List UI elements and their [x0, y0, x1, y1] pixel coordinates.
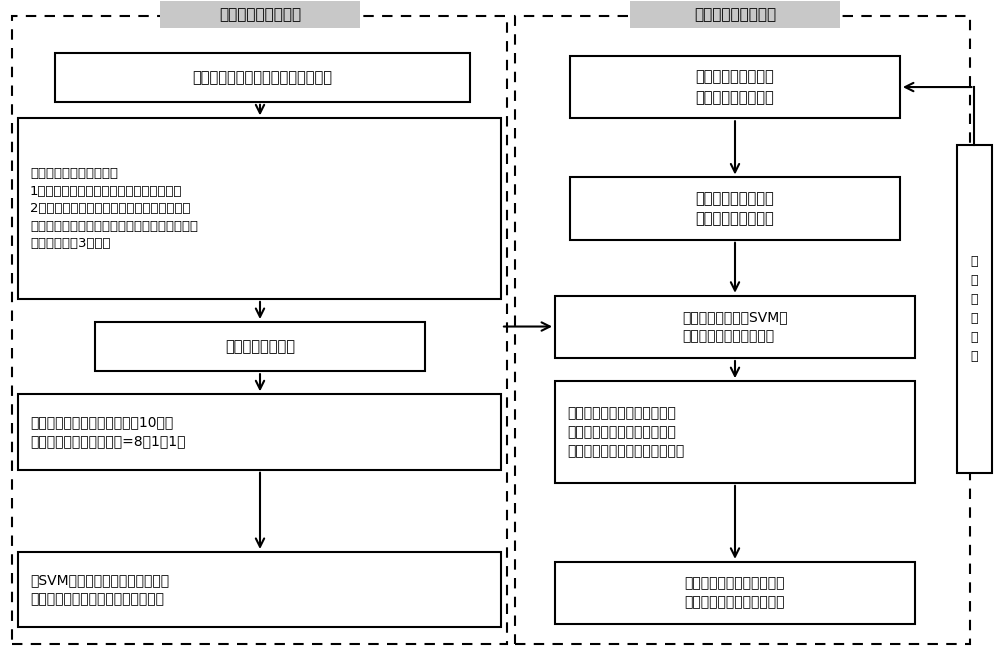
Bar: [555, 296, 915, 358]
Text: 病斑在线探测及定位: 病斑在线探测及定位: [694, 7, 776, 22]
Text: 提取滑动窗口中切割
图像的颜色纹理特征: 提取滑动窗口中切割 图像的颜色纹理特征: [696, 191, 774, 226]
Bar: [18, 394, 501, 470]
Bar: [55, 53, 470, 102]
Bar: [957, 145, 992, 473]
Bar: [555, 562, 915, 624]
Bar: [555, 381, 915, 483]
Text: 滑动窗口遍历完成，输出所
有用红色框标注探测结果。: 滑动窗口遍历完成，输出所 有用红色框标注探测结果。: [685, 576, 785, 610]
Bar: [570, 177, 900, 240]
Text: 对采集的植物病叶图
像进行滑动窗口遍历: 对采集的植物病叶图 像进行滑动窗口遍历: [696, 70, 774, 104]
Text: 滑
动
窗
口
移
动: 滑 动 窗 口 移 动: [971, 255, 978, 363]
Text: 基于滑动窗口数据增强：
1、滑动窗口大小、步长设置及图像切割；
2、训练样本数据处理：通过对割图像样本分
析，将复杂背景分为两大部分：健康叶和地面，
加上病斑共: 基于滑动窗口数据增强： 1、滑动窗口大小、步长设置及图像切割； 2、训练样本数据…: [30, 167, 198, 250]
Bar: [18, 552, 501, 627]
Text: 数据增强及模型训练: 数据增强及模型训练: [219, 7, 301, 22]
Text: 实验设置：将每一类平均分为10份，
训练集：验证集：测试集=8：1：1。: 实验设置：将每一类平均分为10份， 训练集：验证集：测试集=8：1：1。: [30, 415, 186, 449]
Bar: [515, 16, 970, 644]
Text: 对复杂背景下作物叶部病害图像采集: 对复杂背景下作物叶部病害图像采集: [192, 70, 332, 85]
Text: 对SVM径向基核函数分类器进行训
练，选取最优参数并保存训练模型。: 对SVM径向基核函数分类器进行训 练，选取最优参数并保存训练模型。: [30, 573, 169, 606]
Bar: [18, 118, 501, 299]
Text: 测试图像特征输入SVM训
练模型进行识别、标注。: 测试图像特征输入SVM训 练模型进行识别、标注。: [682, 310, 788, 344]
Bar: [12, 16, 507, 644]
Bar: [570, 56, 900, 118]
Text: 颜色纹理特征提取: 颜色纹理特征提取: [225, 339, 295, 354]
Bar: [160, 1, 360, 28]
Bar: [95, 322, 425, 371]
Text: 如果是病斑类，则计数并定位
（保存病斑滑动窗口坐标，用
红色框在原测试图像上标记）。: 如果是病斑类，则计数并定位 （保存病斑滑动窗口坐标，用 红色框在原测试图像上标记…: [567, 406, 684, 458]
Bar: [630, 1, 840, 28]
